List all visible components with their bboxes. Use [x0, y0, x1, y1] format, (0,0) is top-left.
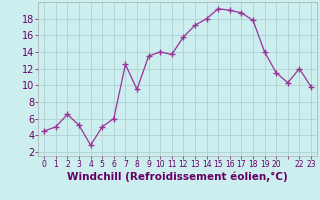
X-axis label: Windchill (Refroidissement éolien,°C): Windchill (Refroidissement éolien,°C)	[67, 172, 288, 182]
